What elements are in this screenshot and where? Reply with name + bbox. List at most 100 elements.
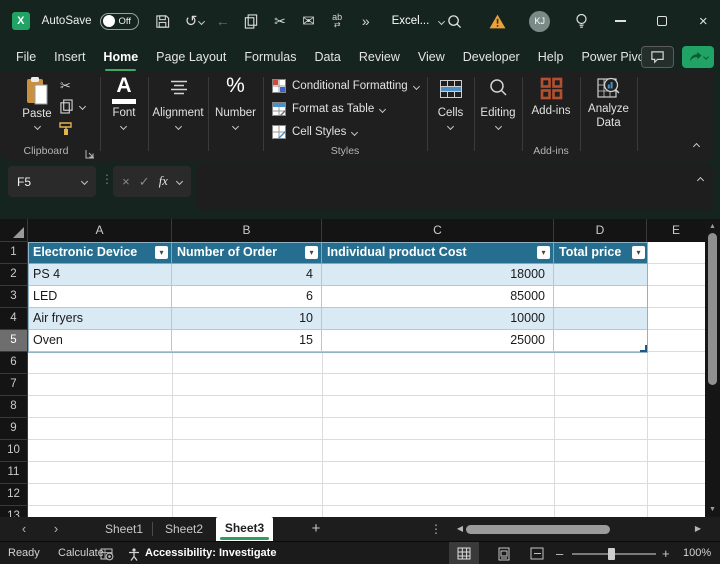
cut-icon[interactable]: ✂ xyxy=(60,78,71,93)
row-header-3[interactable]: 3 xyxy=(0,286,28,308)
column-header-a[interactable]: A xyxy=(28,219,172,242)
row-header-13[interactable]: 13 xyxy=(0,506,28,517)
autosave-toggle[interactable]: Off xyxy=(99,12,139,30)
filter-dropdown-icon[interactable]: ▾ xyxy=(155,246,168,259)
sheet-tab-sheet2[interactable]: Sheet2 xyxy=(164,522,204,536)
sheet-tab-sheet3-active[interactable]: Sheet3 xyxy=(216,517,273,541)
cell-d3[interactable] xyxy=(554,286,648,308)
zoom-out-icon[interactable]: – xyxy=(556,546,564,561)
clipboard-dialog-launcher-icon[interactable] xyxy=(85,146,95,164)
accessibility-icon[interactable] xyxy=(128,547,140,564)
copy-dropdown-icon[interactable] xyxy=(78,102,87,111)
row-header-7[interactable]: 7 xyxy=(0,374,28,396)
font-dropdown-icon[interactable] xyxy=(119,122,128,131)
close-button[interactable]: × xyxy=(698,12,708,30)
tab-data[interactable]: Data xyxy=(314,50,341,64)
tab-power-pivot[interactable]: Power Pivot xyxy=(581,50,649,64)
find-replace-icon[interactable]: ab ⇄ xyxy=(327,11,347,31)
row-header-10[interactable]: 10 xyxy=(0,440,28,462)
table-header-cell[interactable]: Individual product Cost ▾ xyxy=(322,242,554,263)
add-sheet-icon[interactable]: + xyxy=(311,520,321,537)
share-button[interactable] xyxy=(682,46,714,68)
accessibility-status[interactable]: Accessibility: Investigate xyxy=(145,547,277,559)
zoom-in-icon[interactable]: + xyxy=(662,546,670,561)
row-header-1[interactable]: 1 xyxy=(0,242,28,264)
horizontal-scroll-thumb[interactable] xyxy=(466,525,610,534)
tab-help[interactable]: Help xyxy=(537,50,564,64)
cell-c4[interactable]: 10000 xyxy=(322,308,554,330)
select-all-button[interactable] xyxy=(0,219,28,242)
copy-icon[interactable] xyxy=(242,11,262,31)
vertical-scroll-thumb[interactable] xyxy=(708,233,717,385)
collapse-ribbon-icon[interactable] xyxy=(692,142,701,151)
formula-bar-grip-icon[interactable]: ⋮ xyxy=(101,172,113,186)
column-header-d[interactable]: D xyxy=(554,219,647,242)
cancel-icon[interactable]: × xyxy=(122,174,130,189)
row-header-4[interactable]: 4 xyxy=(0,308,28,330)
cell-a2[interactable]: PS 4 xyxy=(28,264,172,286)
excel-app-icon[interactable]: X xyxy=(12,12,30,30)
column-header-e[interactable]: E xyxy=(671,223,680,237)
expand-formula-bar-icon[interactable] xyxy=(696,176,705,185)
lightbulb-icon[interactable] xyxy=(572,11,592,31)
scroll-right-icon[interactable]: ▶ xyxy=(694,524,702,533)
column-header-c[interactable]: C xyxy=(322,219,554,242)
tab-home[interactable]: Home xyxy=(103,50,139,71)
normal-view-button[interactable] xyxy=(449,542,479,564)
next-sheet-icon[interactable]: › xyxy=(53,521,59,536)
enter-icon[interactable]: ✓ xyxy=(138,173,150,189)
cell-b5[interactable]: 15 xyxy=(172,330,322,352)
cell-c5[interactable]: 25000 xyxy=(322,330,554,352)
sheet-tab-sheet1[interactable]: Sheet1 xyxy=(104,522,144,536)
undo-dropdown-icon[interactable] xyxy=(197,17,205,25)
comments-button[interactable] xyxy=(641,46,674,68)
table-resize-handle[interactable] xyxy=(640,345,647,352)
minimize-button[interactable] xyxy=(606,8,635,34)
row-header-11[interactable]: 11 xyxy=(0,462,28,484)
warning-icon[interactable] xyxy=(488,11,508,31)
cell-d4[interactable] xyxy=(554,308,648,330)
avatar[interactable]: KJ xyxy=(529,10,551,32)
formula-input[interactable] xyxy=(196,164,713,210)
zoom-slider-thumb[interactable] xyxy=(608,548,615,560)
table-header-cell[interactable]: Electronic Device ▾ xyxy=(28,242,172,263)
number-dropdown-icon[interactable] xyxy=(231,122,240,131)
tab-developer[interactable]: Developer xyxy=(462,50,520,64)
tab-file[interactable]: File xyxy=(16,50,37,64)
name-box[interactable]: F5 xyxy=(8,166,96,197)
more-commands-icon[interactable]: » xyxy=(361,13,370,29)
format-as-table-button[interactable]: Format as Table xyxy=(272,102,387,116)
table-header-cell[interactable]: Number of Order ▾ xyxy=(172,242,322,263)
zoom-level[interactable]: 100% xyxy=(683,547,712,559)
cell-d5[interactable] xyxy=(554,330,648,352)
page-break-view-button[interactable] xyxy=(522,542,552,564)
scroll-up-icon[interactable]: ▲ xyxy=(709,223,716,230)
row-header-12[interactable]: 12 xyxy=(0,484,28,506)
sheet-options-icon[interactable]: ⋮ xyxy=(430,522,442,536)
tab-formulas[interactable]: Formulas xyxy=(244,50,297,64)
paste-dropdown-icon[interactable] xyxy=(33,122,41,131)
cell-a4[interactable]: Air fryers xyxy=(28,308,172,330)
prev-sheet-icon[interactable]: ‹ xyxy=(21,521,27,536)
row-header-9[interactable]: 9 xyxy=(0,418,28,440)
tab-review[interactable]: Review xyxy=(358,50,400,64)
undo-icon[interactable]: ↺ xyxy=(184,13,198,30)
row-header-2[interactable]: 2 xyxy=(0,264,28,286)
insert-function-icon[interactable]: fx xyxy=(158,174,168,188)
conditional-formatting-button[interactable]: Conditional Formatting xyxy=(272,79,420,93)
tab-view[interactable]: View xyxy=(417,50,445,64)
cell-c3[interactable]: 85000 xyxy=(322,286,554,308)
email-icon[interactable]: ✉ xyxy=(302,13,315,30)
row-header-5[interactable]: 5 xyxy=(0,330,28,352)
scroll-down-icon[interactable]: ▼ xyxy=(709,506,716,513)
tab-insert[interactable]: Insert xyxy=(54,50,86,64)
copy-icon[interactable] xyxy=(60,99,73,119)
name-box-dropdown-icon[interactable] xyxy=(80,177,89,186)
alignment-dropdown-icon[interactable] xyxy=(174,122,183,131)
cell-styles-button[interactable]: Cell Styles xyxy=(272,125,359,139)
cut-icon[interactable]: ✂ xyxy=(274,12,286,29)
table-header-cell[interactable]: Total price ▾ xyxy=(554,242,648,263)
scroll-left-icon[interactable]: ◀ xyxy=(456,524,464,533)
format-painter-icon[interactable] xyxy=(58,121,74,141)
cell-c2[interactable]: 18000 xyxy=(322,264,554,286)
